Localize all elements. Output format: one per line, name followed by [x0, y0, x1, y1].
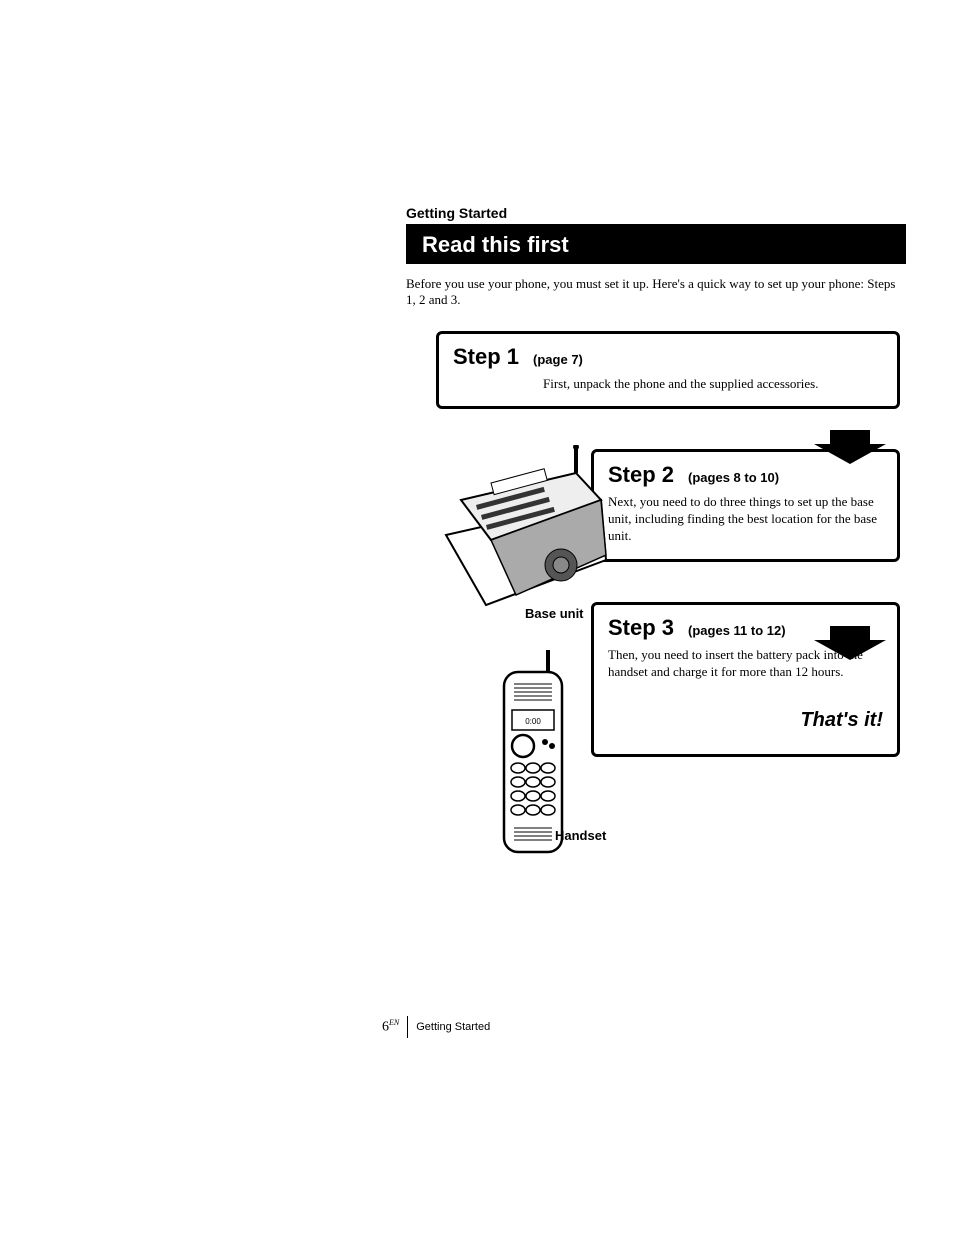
section-heading: Getting Started — [406, 205, 906, 226]
step-1-body: First, unpack the phone and the supplied… — [543, 376, 883, 393]
thats-it-label: That's it! — [608, 709, 883, 732]
handset-label: Handset — [555, 828, 606, 843]
page-number: 6EN — [382, 1018, 399, 1036]
step-2-body: Next, you need to do three things to set… — [608, 494, 883, 545]
step-1-number: Step 1 — [453, 344, 519, 370]
svg-text:0:00: 0:00 — [525, 717, 541, 726]
footer-section-label: Getting Started — [416, 1021, 490, 1033]
step-3-number: Step 3 — [608, 615, 674, 641]
base-unit-label: Base unit — [525, 606, 584, 621]
step-2-box: Step 2 (pages 8 to 10) Next, you need to… — [591, 449, 900, 562]
step-1-pages: (page 7) — [533, 352, 583, 367]
title-bar: Read this first — [406, 226, 906, 264]
step-3-pages: (pages 11 to 12) — [688, 623, 786, 638]
step-2-number: Step 2 — [608, 462, 674, 488]
page-footer: 6EN Getting Started — [382, 1016, 490, 1038]
step-2-pages: (pages 8 to 10) — [688, 470, 779, 485]
base-unit-illustration — [436, 445, 611, 615]
intro-paragraph: Before you use your phone, you must set … — [406, 276, 906, 309]
step-1-box: Step 1 (page 7) First, unpack the phone … — [436, 331, 900, 410]
footer-divider — [407, 1016, 408, 1038]
